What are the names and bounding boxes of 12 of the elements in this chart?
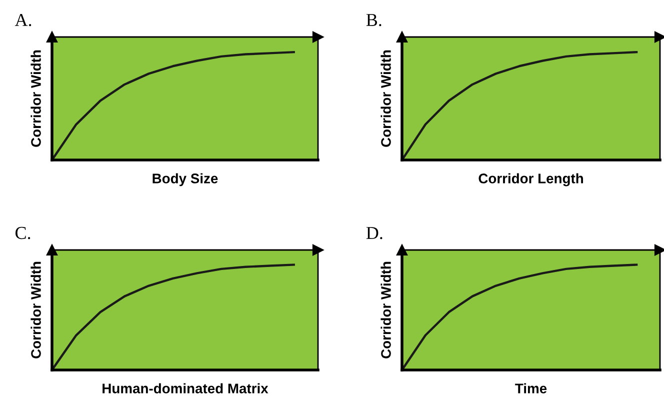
chart-title: D. <box>366 227 382 240</box>
y-axis-title: Corridor Width <box>30 50 41 147</box>
x-axis-title: Corridor Length <box>478 173 583 186</box>
y-axis-title: Corridor Width <box>30 262 41 358</box>
y-axis-title: Corridor Width <box>380 50 391 147</box>
y-axis-title: Corridor Width <box>380 262 391 358</box>
x-axis-title: Time <box>515 383 547 394</box>
x-axis-title: Human-dominated Matrix <box>102 383 268 394</box>
chart-title: A. <box>14 14 32 26</box>
chart-title: C. <box>16 226 30 240</box>
chart-title: B. <box>366 14 382 26</box>
x-axis-title: Body Size <box>152 173 218 186</box>
